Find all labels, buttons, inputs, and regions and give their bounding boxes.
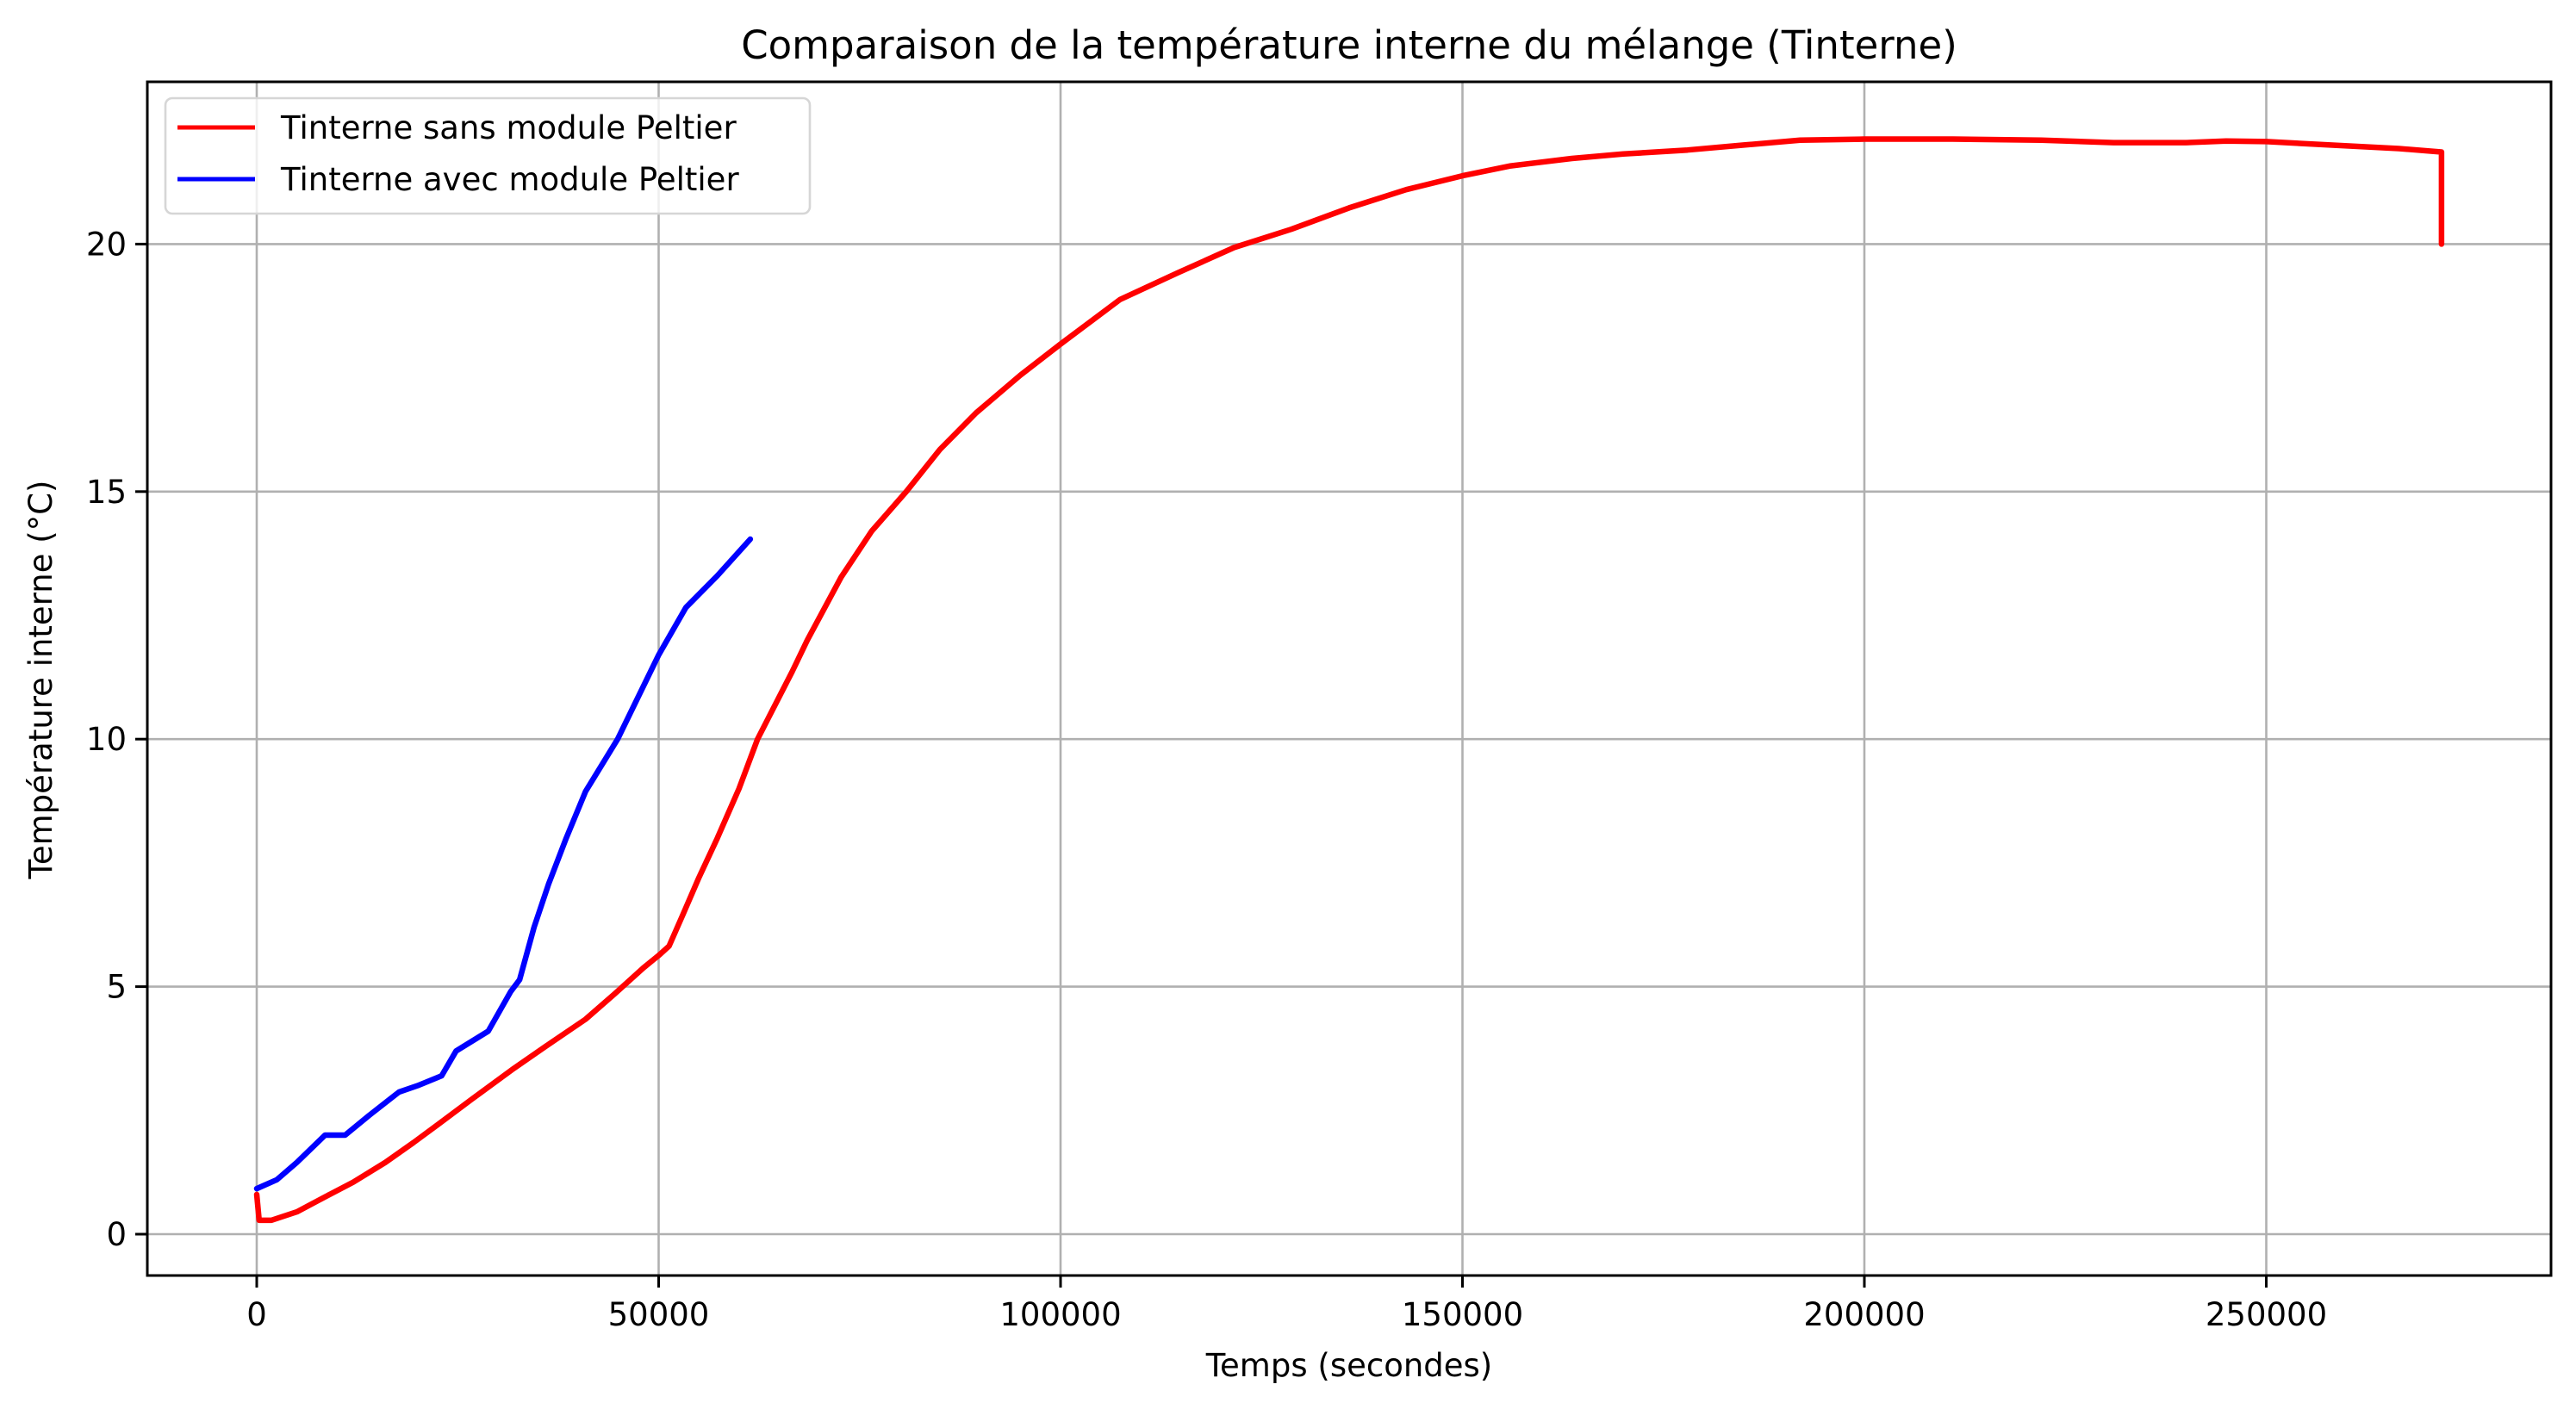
series-line-avec-peltier (253, 536, 754, 1192)
legend-box (164, 96, 812, 215)
chart-title: Comparaison de la température interne du… (741, 22, 1957, 68)
y-tick-label: 20 (86, 226, 127, 263)
y-axis-label: Température interne (°C) (22, 481, 59, 880)
y-tick-label: 0 (106, 1216, 127, 1253)
x-tick-label: 100000 (999, 1296, 1121, 1333)
legend: Tinterne sans module Peltier Tinterne av… (164, 96, 812, 215)
x-tick-label: 0 (246, 1296, 267, 1333)
series-line-sans-peltier (253, 136, 2445, 1224)
y-tick-label: 10 (86, 721, 127, 758)
y-tick-label: 5 (106, 969, 127, 1006)
legend-label-avec-peltier: Tinterne avec module Peltier (280, 161, 739, 198)
grid-lines (147, 82, 2551, 1276)
x-axis-label: Temps (secondes) (1205, 1347, 1493, 1384)
x-tick-label: 150000 (1402, 1296, 1523, 1333)
plot-frame (146, 80, 2553, 1277)
series-layer (253, 136, 2445, 1224)
y-axis-ticks: 0 5 10 15 20 (86, 226, 147, 1253)
y-tick-label: 15 (86, 474, 127, 511)
x-tick-label: 200000 (1803, 1296, 1925, 1333)
legend-label-sans-peltier: Tinterne sans module Peltier (280, 109, 737, 146)
x-axis-ticks: 0 50000 100000 150000 200000 250000 (246, 1276, 2327, 1333)
x-tick-label: 50000 (608, 1296, 710, 1333)
x-tick-label: 250000 (2206, 1296, 2327, 1333)
